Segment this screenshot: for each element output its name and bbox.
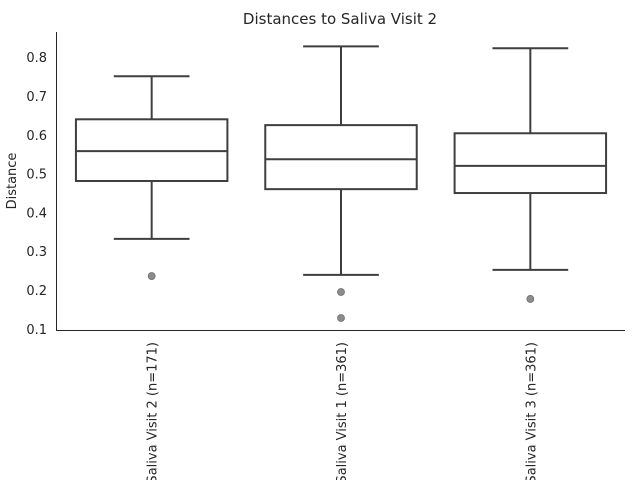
y-tick-label: 0.6 — [26, 129, 47, 144]
y-tick-label: 0.7 — [26, 90, 47, 105]
outlier — [147, 272, 156, 280]
x-tick-label: Saliva Visit 2 (n=171) — [146, 342, 161, 480]
y-tick-label: 0.8 — [26, 51, 47, 66]
outlier — [526, 295, 535, 303]
box — [264, 124, 418, 191]
chart-title: Distances to Saliva Visit 2 — [243, 10, 437, 28]
box — [453, 132, 608, 195]
y-tick-label: 0.5 — [26, 168, 47, 183]
y-tick-label: 0.3 — [26, 245, 47, 260]
y-tick-label: 0.2 — [26, 284, 47, 299]
y-tick-label: 0.4 — [26, 206, 47, 221]
outlier — [337, 288, 345, 296]
x-tick-label: Saliva Visit 3 (n=361) — [524, 342, 539, 480]
outlier — [337, 314, 345, 322]
y-axis-label: Distance — [5, 153, 20, 210]
x-tick-label: Saliva Visit 1 (n=361) — [335, 342, 350, 480]
y-tick-label: 0.1 — [26, 323, 47, 338]
